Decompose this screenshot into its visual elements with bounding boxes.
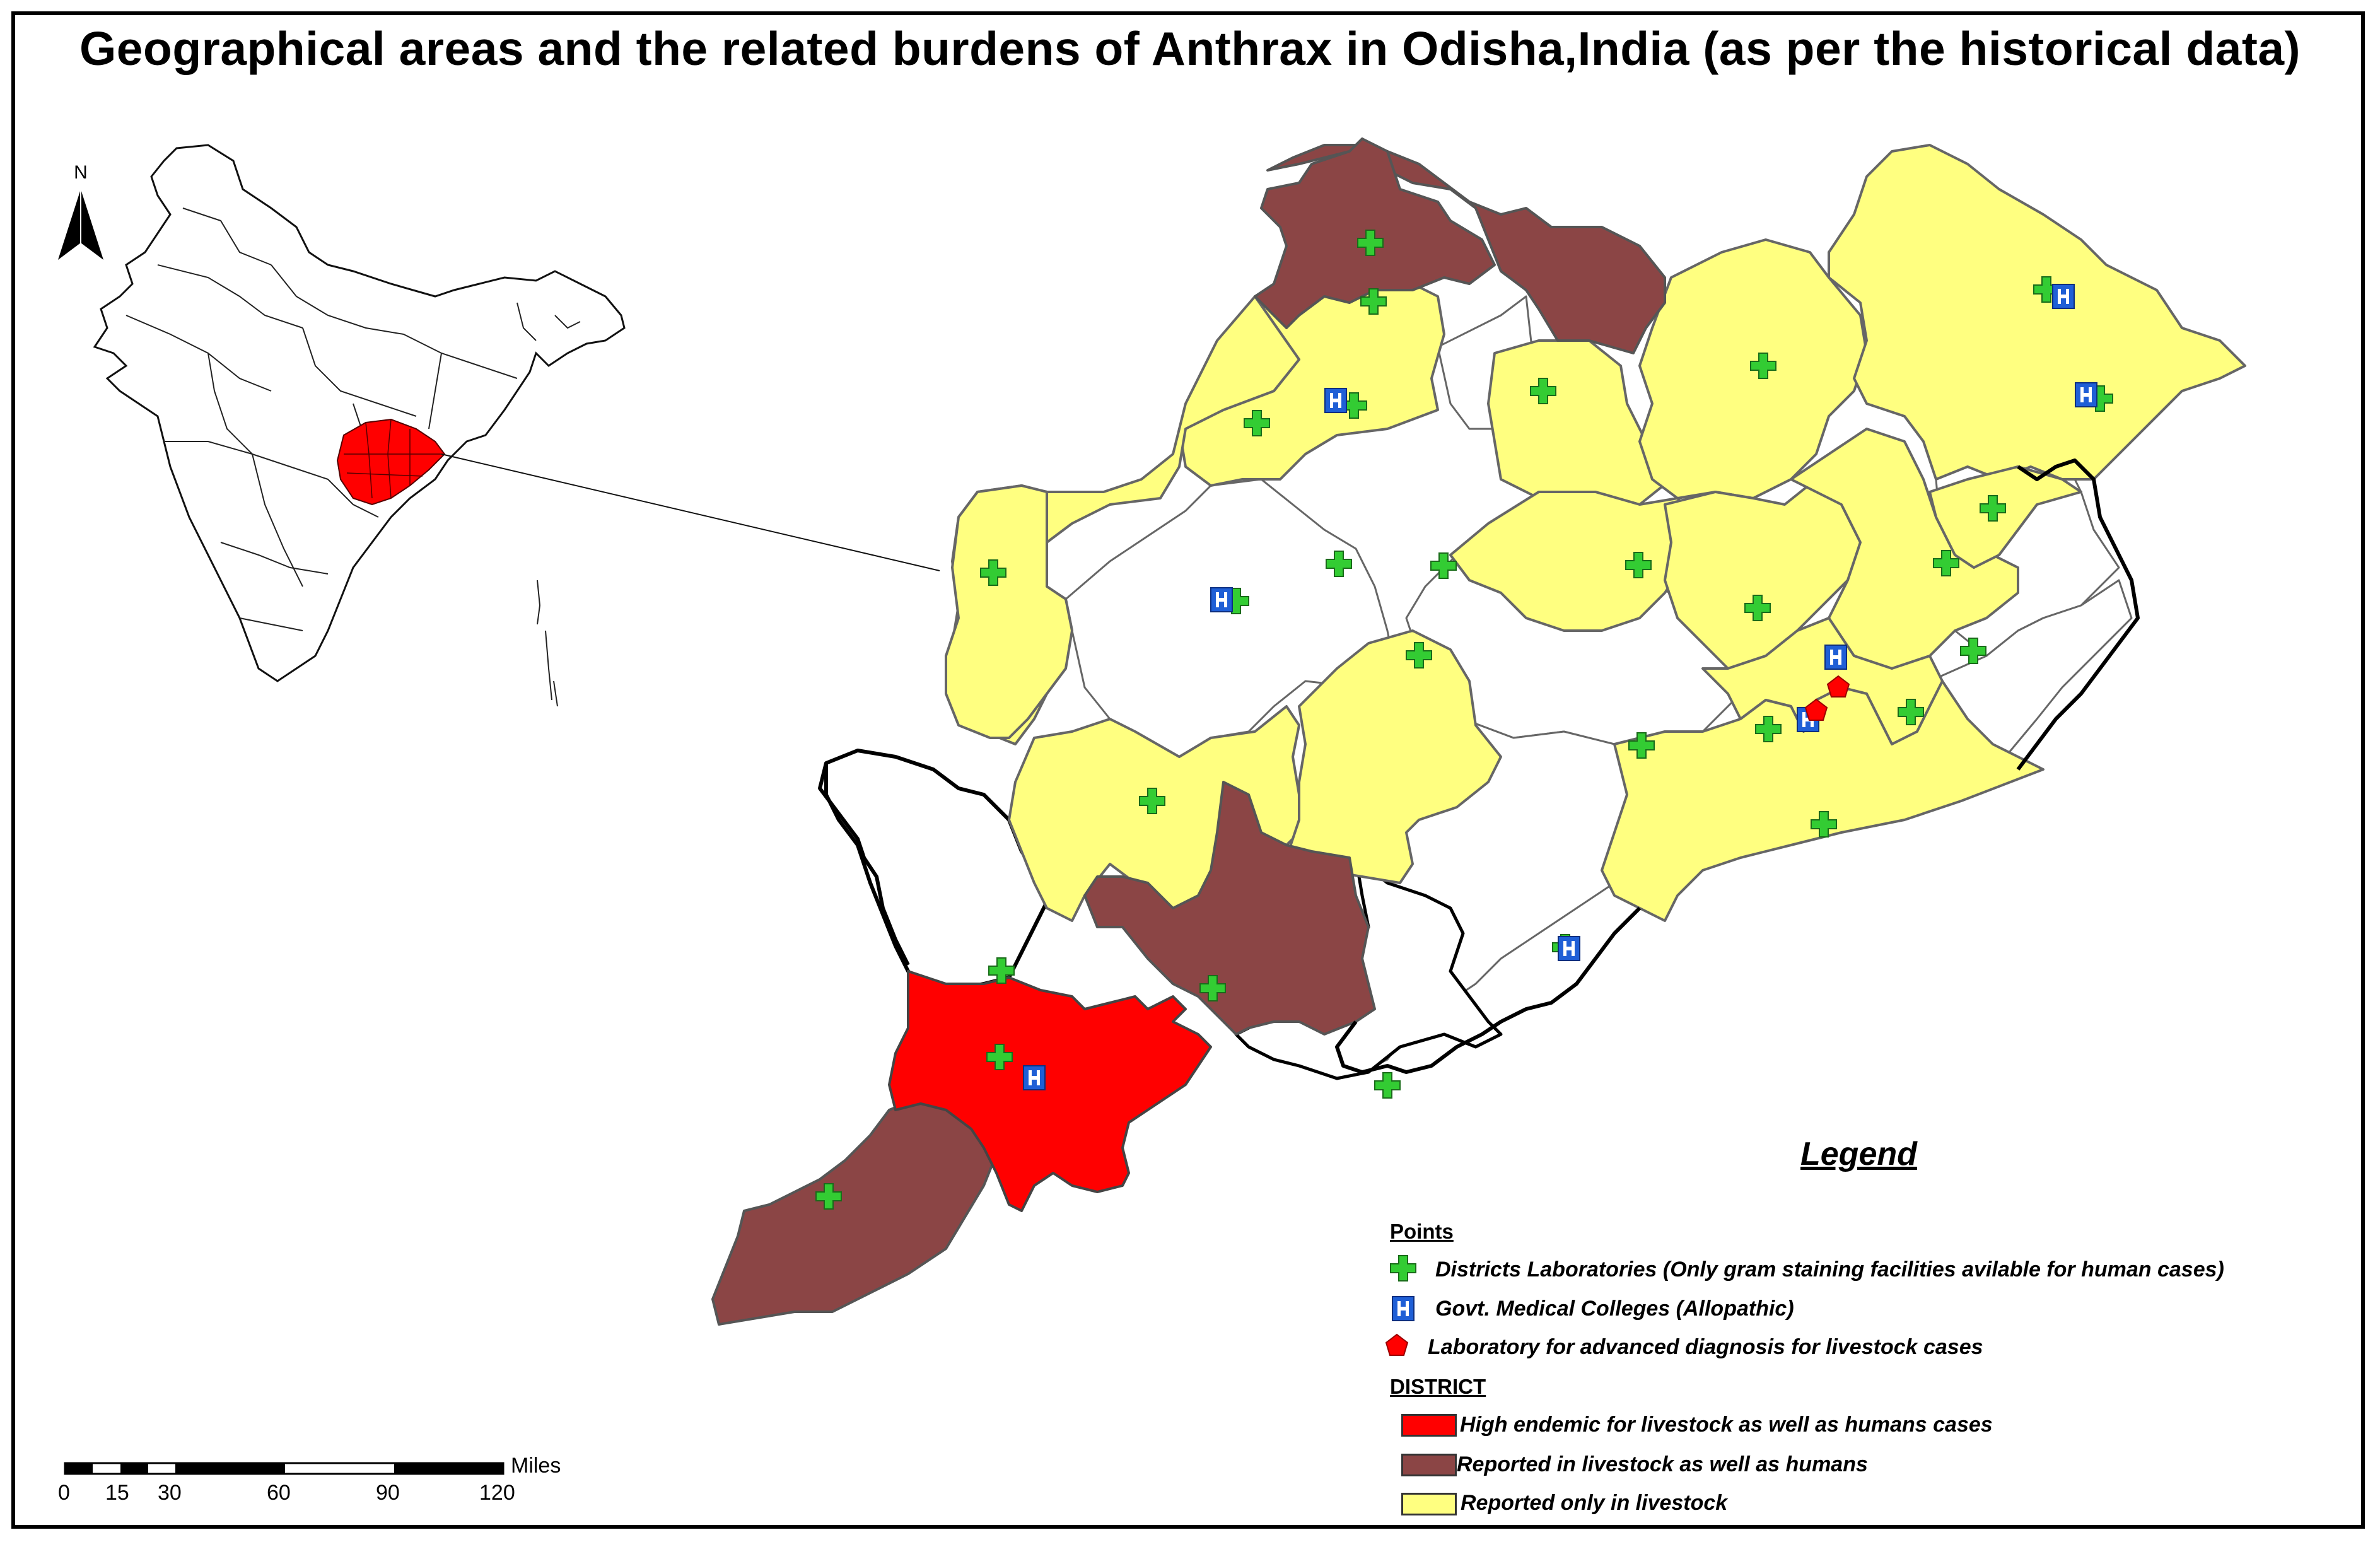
inset-connector	[441, 453, 940, 571]
legend-swatch-high-endemic	[1401, 1414, 1457, 1437]
odisha-map	[711, 137, 2246, 1326]
district-livestock-and-humans	[1266, 137, 1666, 354]
legend-points-header: Points	[1390, 1220, 1454, 1243]
district-livestock-only	[945, 484, 1073, 739]
medical-college-icon	[1023, 1065, 1046, 1090]
medical-college-icon	[1558, 936, 1580, 961]
legend-medical-college-icon	[1392, 1296, 1415, 1321]
scale-tick-120: 120	[479, 1481, 515, 1505]
district-high-endemic	[888, 970, 1212, 1212]
scale-unit: Miles	[511, 1454, 561, 1478]
legend-swatch-livestock-humans	[1401, 1454, 1457, 1476]
district-livestock-and-humans	[1083, 781, 1376, 1036]
district-not-reported	[824, 749, 1049, 992]
north-arrow-icon	[58, 189, 103, 260]
legend-item-livestock-humans: Reported in livestock as well as humans	[1457, 1452, 1868, 1476]
legend-title: Legend	[1800, 1136, 1917, 1172]
scale-tick-15: 15	[105, 1481, 129, 1505]
legend-item-medical-college: Govt. Medical Colleges (Allopathic)	[1435, 1297, 1794, 1321]
legend-item-livestock-only: Reported only in livestock	[1461, 1491, 1728, 1515]
medical-college-icon	[2075, 382, 2097, 407]
district-livestock-only	[1664, 478, 1862, 670]
district-livestock-only	[1928, 465, 2082, 569]
district-livestock-only	[1790, 428, 2019, 670]
north-label: N	[74, 162, 88, 183]
legend-district-header: DISTRICT	[1390, 1375, 1486, 1398]
scale-tick-30: 30	[158, 1481, 182, 1505]
scale-tick-60: 60	[267, 1481, 291, 1505]
map-title: Geographical areas and the related burde…	[79, 22, 2301, 75]
scale-tick-90: 90	[376, 1481, 400, 1505]
medical-college-icon	[2052, 284, 2075, 309]
odisha-highlight	[336, 418, 446, 506]
scale-tick-0: 0	[58, 1481, 70, 1505]
district-livestock-only	[1828, 144, 2246, 481]
medical-college-icon	[1210, 587, 1233, 612]
district-livestock-only	[1285, 629, 1502, 884]
legend-swatch-livestock-only	[1401, 1493, 1457, 1515]
legend-item-high-endemic: High endemic for livestock as well as hu…	[1460, 1413, 1993, 1437]
legend-symbols	[1385, 1255, 1416, 1356]
medical-college-icon	[1824, 645, 1847, 670]
legend-lab-icon	[1390, 1255, 1416, 1281]
district-livestock-and-humans	[711, 1096, 998, 1326]
legend-item-livestock-lab: Laboratory for advanced diagnosis for li…	[1428, 1335, 1983, 1359]
india-outline	[93, 144, 626, 682]
medical-college-icon	[1324, 388, 1347, 413]
india-inset: N	[58, 144, 940, 707]
legend-item-district-lab: Districts Laboratories (Only gram staini…	[1435, 1258, 2224, 1281]
scale-bar	[64, 1462, 505, 1475]
district-livestock-only	[1601, 680, 2045, 922]
legend-livestock-lab-icon	[1385, 1334, 1408, 1356]
district-lab-icon	[1374, 1072, 1401, 1099]
